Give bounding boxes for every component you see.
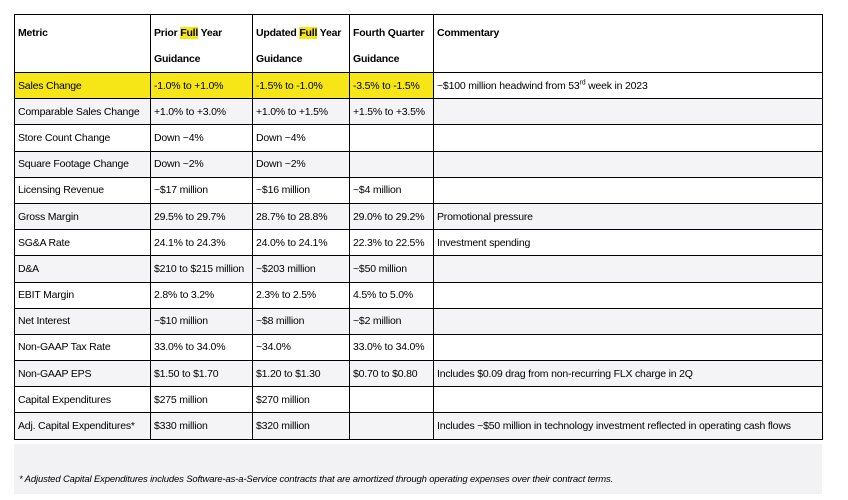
- table-row: Licensing Revenue ~$17 million ~$16 mill…: [14, 176, 823, 204]
- cell-metric: D&A: [14, 255, 151, 283]
- cell-updated: $320 million: [252, 412, 350, 440]
- cell-fourth: [349, 412, 434, 440]
- cell-fourth: ~$4 million: [349, 176, 434, 204]
- cell-commentary: [433, 176, 823, 204]
- cell-fourth: 29.0% to 29.2%: [349, 202, 434, 231]
- cell-commentary: [433, 150, 823, 178]
- cell-prior: $275 million: [150, 386, 253, 414]
- cell-fourth: ~$50 million: [349, 255, 434, 283]
- table-row: Square Footage Change Down ~2% Down ~2%: [14, 150, 823, 178]
- cell-metric: Adj. Capital Expenditures*: [14, 412, 151, 440]
- cell-updated: Down ~2%: [252, 150, 350, 178]
- header-commentary: Commentary: [433, 14, 823, 73]
- cell-commentary: [433, 333, 823, 362]
- cell-metric: Square Footage Change: [14, 150, 151, 178]
- cell-fourth: ~$2 million: [349, 307, 434, 335]
- cell-commentary: [433, 307, 823, 335]
- table-row: Comparable Sales Change +1.0% to +3.0% +…: [14, 98, 823, 126]
- cell-commentary: Includes $0.09 drag from non-recurring F…: [433, 360, 823, 388]
- table-row: Sales Change -1.0% to +1.0% -1.5% to -1.…: [14, 71, 823, 100]
- cell-fourth: [349, 150, 434, 178]
- cell-metric: Non-GAAP EPS: [14, 360, 151, 388]
- cell-prior: +1.0% to +3.0%: [150, 98, 253, 126]
- cell-updated: ~$203 million: [252, 255, 350, 283]
- cell-updated: 24.0% to 24.1%: [252, 229, 350, 257]
- cell-updated: $270 million: [252, 386, 350, 414]
- cell-prior: $330 million: [150, 412, 253, 440]
- highlight-full: Full: [180, 27, 199, 39]
- cell-updated: -1.5% to -1.0%: [252, 71, 350, 100]
- table-row: Gross Margin 29.5% to 29.7% 28.7% to 28.…: [14, 202, 823, 231]
- cell-prior: Down ~4%: [150, 124, 253, 152]
- cell-commentary: [433, 98, 823, 126]
- header-metric: Metric: [14, 14, 151, 73]
- cell-metric: Capital Expenditures: [14, 386, 151, 414]
- cell-fourth: 22.3% to 22.5%: [349, 229, 434, 257]
- table-row: Net Interest ~$10 million ~$8 million ~$…: [14, 307, 823, 335]
- cell-updated: $1.20 to $1.30: [252, 360, 350, 388]
- table-row: Capital Expenditures $275 million $270 m…: [14, 386, 823, 414]
- cell-commentary: [433, 124, 823, 152]
- table-row: SG&A Rate 24.1% to 24.3% 24.0% to 24.1% …: [14, 229, 823, 257]
- cell-metric: SG&A Rate: [14, 229, 151, 257]
- table-row: EBIT Margin 2.8% to 3.2% 2.3% to 2.5% 4.…: [14, 281, 823, 309]
- cell-metric: Net Interest: [14, 307, 151, 335]
- table-row: Store Count Change Down ~4% Down ~4%: [14, 124, 823, 152]
- cell-fourth: 33.0% to 34.0%: [349, 333, 434, 362]
- cell-prior: -1.0% to +1.0%: [150, 71, 253, 100]
- footnote-area: * Adjusted Capital Expenditures includes…: [14, 444, 822, 494]
- table-row: D&A $210 to $215 million ~$203 million ~…: [14, 255, 823, 283]
- header-updated-guidance: Updated Full Year Guidance: [252, 14, 350, 73]
- cell-prior: 29.5% to 29.7%: [150, 202, 253, 231]
- cell-prior: ~$17 million: [150, 176, 253, 204]
- table-row: Adj. Capital Expenditures* $330 million …: [14, 412, 823, 440]
- guidance-table: Metric Prior Full Year Guidance Updated F…: [14, 14, 823, 440]
- cell-fourth: -3.5% to -1.5%: [349, 71, 434, 100]
- cell-prior: Down ~2%: [150, 150, 253, 178]
- table-header-row: Metric Prior Full Year Guidance Updated F…: [14, 14, 823, 73]
- cell-prior: 33.0% to 34.0%: [150, 333, 253, 362]
- cell-updated: ~34.0%: [252, 333, 350, 362]
- cell-prior: 2.8% to 3.2%: [150, 281, 253, 309]
- cell-metric: Store Count Change: [14, 124, 151, 152]
- cell-metric: Gross Margin: [14, 202, 151, 231]
- cell-prior: $1.50 to $1.70: [150, 360, 253, 388]
- cell-metric: Non-GAAP Tax Rate: [14, 333, 151, 362]
- cell-commentary: Promotional pressure: [433, 202, 823, 231]
- cell-commentary: ~$100 million headwind from 53rd week in…: [433, 71, 823, 100]
- cell-commentary: [433, 386, 823, 414]
- cell-commentary: Investment spending: [433, 229, 823, 257]
- cell-updated: Down ~4%: [252, 124, 350, 152]
- table-row: Non-GAAP Tax Rate 33.0% to 34.0% ~34.0% …: [14, 333, 823, 362]
- cell-prior: $210 to $215 million: [150, 255, 253, 283]
- cell-updated: +1.0% to +1.5%: [252, 98, 350, 126]
- cell-updated: 28.7% to 28.8%: [252, 202, 350, 231]
- cell-fourth: [349, 124, 434, 152]
- cell-fourth: +1.5% to +3.5%: [349, 98, 434, 126]
- header-fourth-quarter-guidance: Fourth Quarter Guidance: [349, 14, 434, 73]
- cell-commentary: [433, 255, 823, 283]
- header-prior-guidance: Prior Full Year Guidance: [150, 14, 253, 73]
- cell-commentary: Includes ~$50 million in technology inve…: [433, 412, 823, 440]
- cell-commentary: [433, 281, 823, 309]
- cell-prior: ~$10 million: [150, 307, 253, 335]
- cell-fourth: 4.5% to 5.0%: [349, 281, 434, 309]
- cell-updated: ~$8 million: [252, 307, 350, 335]
- cell-updated: ~$16 million: [252, 176, 350, 204]
- table-body: Sales Change -1.0% to +1.0% -1.5% to -1.…: [14, 71, 823, 440]
- footnote: * Adjusted Capital Expenditures includes…: [19, 474, 614, 485]
- cell-metric: EBIT Margin: [14, 281, 151, 309]
- highlight-full: Full: [299, 27, 318, 39]
- table-row: Non-GAAP EPS $1.50 to $1.70 $1.20 to $1.…: [14, 360, 823, 388]
- cell-prior: 24.1% to 24.3%: [150, 229, 253, 257]
- cell-fourth: [349, 386, 434, 414]
- cell-metric: Licensing Revenue: [14, 176, 151, 204]
- guidance-table-container: Metric Prior Full Year Guidance Updated F…: [14, 14, 823, 440]
- cell-updated: 2.3% to 2.5%: [252, 281, 350, 309]
- cell-fourth: $0.70 to $0.80: [349, 360, 434, 388]
- cell-metric: Comparable Sales Change: [14, 98, 151, 126]
- cell-metric: Sales Change: [14, 71, 151, 100]
